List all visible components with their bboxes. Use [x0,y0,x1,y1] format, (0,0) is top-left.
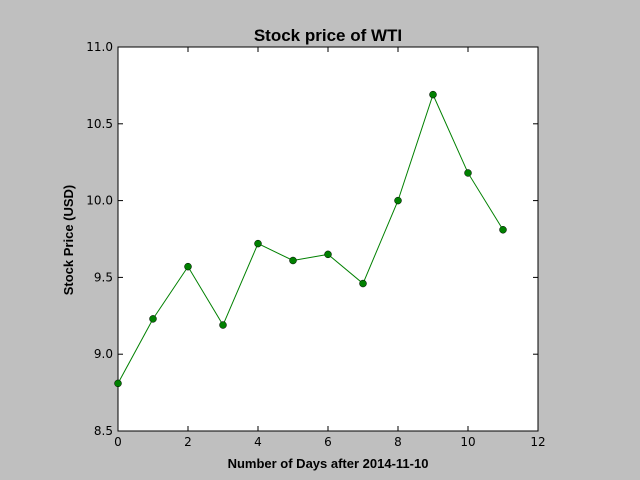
x-tick-label: 10 [460,435,475,449]
x-tick-label: 0 [114,435,122,449]
y-tick-label: 10.0 [86,194,113,208]
y-tick-label: 9.5 [94,270,113,284]
axis-ticks: 0 2 4 6 8 10 12 8.5 9.0 9.5 10.0 10.5 11.0 [86,40,545,449]
series-line [117,93,504,384]
x-tick-label: 2 [184,435,192,449]
x-axis-label: Number of Days after 2014-11-10 [228,456,429,471]
x-tick-label: 6 [324,435,332,449]
series-layer [114,90,507,388]
y-tick-label: 10.5 [86,117,113,131]
data-point [359,279,367,288]
plot-area [117,46,539,432]
data-point [499,226,507,234]
data-point [289,256,297,265]
data-point [464,169,472,177]
data-point [219,321,227,329]
y-tick-label: 8.5 [94,424,113,438]
data-point [254,239,262,248]
chart-title: Stock price of WTI [254,26,402,45]
data-point [149,315,157,323]
y-tick-label: 11.0 [86,40,113,54]
data-point [394,196,402,205]
data-point [184,262,192,271]
y-tick-label: 9.0 [94,347,113,361]
y-axis-label: Stock Price (USD) [61,185,76,296]
data-point [324,250,332,259]
data-point [429,90,437,99]
x-tick-label: 12 [530,435,545,449]
x-tick-label: 8 [394,435,402,449]
data-point [114,379,122,388]
x-tick-label: 4 [254,435,262,449]
